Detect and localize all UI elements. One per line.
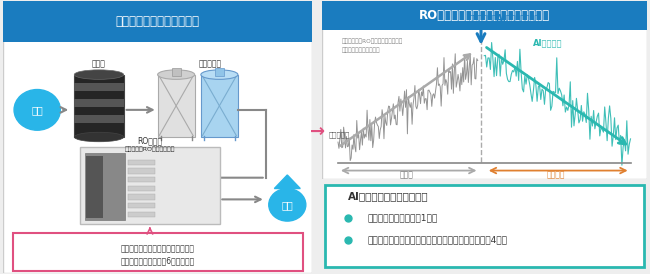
FancyBboxPatch shape [201,75,238,137]
Text: 膜処理には強力なポンプ給水が必要: 膜処理には強力なポンプ給水が必要 [121,244,194,253]
FancyBboxPatch shape [74,99,124,107]
Text: （全体の消費電力の約6割を使用）: （全体の消費電力の約6割を使用） [120,256,195,265]
Text: AI最適運転: AI最適運転 [533,39,562,48]
Text: 原水槽: 原水槽 [92,59,106,68]
Text: 電力消費量: 電力消費量 [328,132,350,138]
Text: 水処理ラインの概要と課題: 水処理ラインの概要と課題 [116,15,200,28]
Ellipse shape [157,70,195,79]
FancyBboxPatch shape [322,1,647,30]
FancyBboxPatch shape [74,83,124,91]
Text: 原水: 原水 [31,105,43,115]
Text: RO膜装置: RO膜装置 [137,136,162,145]
FancyBboxPatch shape [86,156,103,218]
FancyBboxPatch shape [214,68,224,76]
Text: AI最適運転によるメリット: AI最適運転によるメリット [348,192,428,201]
FancyBboxPatch shape [128,177,155,182]
Text: 電力消費量の削減（約1割）: 電力消費量の削減（約1割） [367,213,437,222]
Text: RO膜装置の実プラント検証結果の概要: RO膜装置の実プラント検証結果の概要 [419,9,550,22]
Text: 実証前: 実証前 [399,170,413,179]
Text: 純水: 純水 [281,200,293,210]
FancyBboxPatch shape [128,159,155,165]
FancyBboxPatch shape [325,185,644,267]
FancyBboxPatch shape [157,75,195,137]
Text: 実証期間: 実証期間 [547,170,565,179]
Polygon shape [274,175,300,189]
FancyBboxPatch shape [12,233,303,271]
FancyBboxPatch shape [80,147,220,224]
Text: →: → [309,122,325,141]
FancyBboxPatch shape [322,1,647,179]
FancyBboxPatch shape [172,68,181,76]
Text: フラクタ社のAIソリューション: フラクタ社のAIソリューション [468,13,540,22]
FancyBboxPatch shape [128,203,155,208]
Text: 電力消費量は右肩上がり: 電力消費量は右肩上がり [341,48,380,53]
Text: （ポンプ・RO膜ユニット）: （ポンプ・RO膜ユニット） [125,146,175,152]
FancyBboxPatch shape [74,115,124,123]
FancyBboxPatch shape [3,1,312,273]
Ellipse shape [74,70,124,79]
Ellipse shape [201,70,238,79]
FancyBboxPatch shape [128,194,155,200]
FancyBboxPatch shape [74,75,124,137]
Text: メンテナンス頻度の減少による運転コスト削減（約4割）: メンテナンス頻度の減少による運転コスト削減（約4割） [367,236,507,245]
Circle shape [14,90,60,130]
FancyBboxPatch shape [3,1,312,42]
FancyBboxPatch shape [128,212,155,217]
Circle shape [269,189,305,221]
FancyBboxPatch shape [85,153,125,220]
Text: 前処理装置: 前処理装置 [198,59,222,68]
FancyBboxPatch shape [128,185,155,191]
Text: 通常運転ではRO膜の汚れは蓄積し、: 通常運転ではRO膜の汚れは蓄積し、 [341,39,402,44]
Ellipse shape [74,132,124,142]
FancyBboxPatch shape [128,168,155,174]
